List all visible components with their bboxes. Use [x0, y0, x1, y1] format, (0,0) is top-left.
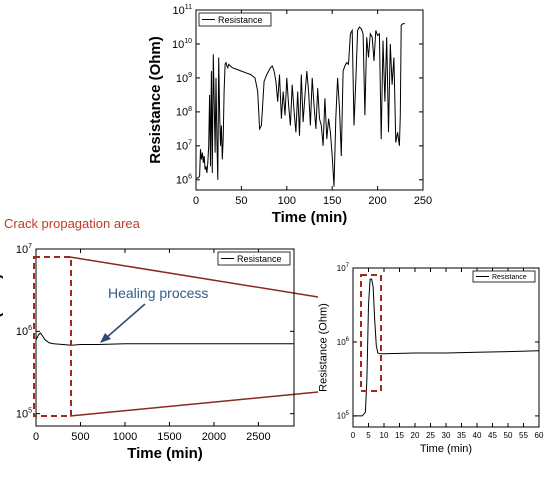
x-tick-label: 35 — [457, 431, 466, 440]
crack-highlight-box — [33, 256, 72, 417]
legend-label: Resistance — [218, 15, 263, 25]
y-tick-label: 1010 — [172, 38, 192, 51]
y-axis-title: Resistance (Ohm) — [147, 36, 164, 164]
x-tick-label: 0 — [193, 195, 199, 207]
top-chart: 0 50 100 150 200 250 106 107 108 109 1010 1011 Time … — [147, 4, 432, 226]
x-tick-label: 0 — [33, 431, 39, 443]
x-tick-label: 20 — [411, 431, 420, 440]
plot-frame — [35, 248, 295, 427]
legend-box — [472, 270, 536, 283]
spike-highlight-box — [360, 274, 382, 392]
x-tick-label: 40 — [473, 431, 482, 440]
x-tick-label: 150 — [323, 195, 341, 207]
crack-propagation-label: Crack propagation area — [4, 216, 140, 231]
x-tick-label: 50 — [504, 431, 513, 440]
y-tick-label: 107 — [16, 243, 32, 256]
x-axis-title: Time (min) — [420, 443, 472, 455]
bottom-right-chart: 0 5 10 15 20 25 30 35 40 45 50 55 60 105 106 107 Time (m… — [318, 263, 544, 455]
zoom-line-top — [69, 256, 319, 298]
x-tick-label: 50 — [235, 195, 247, 207]
y-tick-label: 107 — [337, 263, 350, 273]
legend-label: Resistance — [237, 254, 282, 264]
highlight-overlays — [33, 256, 382, 417]
legend-box — [198, 12, 272, 27]
y-tick-label: 109 — [176, 72, 192, 85]
legend-label: Resistance — [492, 274, 527, 281]
legend-box — [217, 251, 291, 266]
series-line-resistance — [353, 278, 540, 417]
x-tick-label: 1500 — [157, 431, 181, 443]
x-tick-label: 0 — [351, 431, 356, 440]
series-line-resistance — [35, 332, 294, 346]
x-tick-label: 250 — [414, 195, 432, 207]
x-tick-label: 30 — [442, 431, 451, 440]
x-tick-label: 1000 — [113, 431, 137, 443]
y-axis-title: Resistance (Ohm) — [0, 274, 4, 402]
healing-process-label: Healing process — [108, 285, 208, 301]
x-tick-label: 2000 — [202, 431, 226, 443]
healing-arrow-shaft — [105, 303, 146, 339]
healing-arrow-head — [100, 333, 111, 343]
x-axis-title: Time (min) — [127, 445, 203, 462]
x-tick-label: 25 — [426, 431, 435, 440]
y-tick-label: 106 — [16, 325, 32, 338]
x-tick-label: 5 — [366, 431, 371, 440]
y-tick-label: 1011 — [172, 4, 192, 17]
zoom-line-bottom — [69, 391, 319, 417]
plot-frame — [195, 9, 424, 191]
x-tick-label: 60 — [535, 431, 544, 440]
y-axis-title: Resistance (Ohm) — [318, 303, 330, 392]
y-tick-label: 106 — [337, 337, 350, 347]
x-tick-label: 500 — [71, 431, 89, 443]
y-tick-label: 105 — [337, 411, 350, 421]
y-tick-label: 106 — [176, 174, 192, 187]
zoom-connector-lines — [69, 256, 319, 417]
x-tick-label: 10 — [380, 431, 389, 440]
y-tick-label: 108 — [176, 106, 192, 119]
x-tick-label: 100 — [278, 195, 296, 207]
x-tick-label: 15 — [395, 431, 404, 440]
x-tick-label: 200 — [368, 195, 386, 207]
x-axis-title: Time (min) — [272, 209, 348, 226]
bottom-left-chart: 0 500 1000 1500 2000 2500 105 106 107 Time (min) R… — [0, 243, 295, 462]
series-line-resistance — [196, 23, 405, 187]
x-tick-label: 45 — [488, 431, 497, 440]
y-tick-label: 107 — [176, 140, 192, 153]
x-tick-label: 55 — [519, 431, 528, 440]
y-tick-label: 105 — [16, 408, 32, 421]
x-tick-label: 2500 — [246, 431, 270, 443]
